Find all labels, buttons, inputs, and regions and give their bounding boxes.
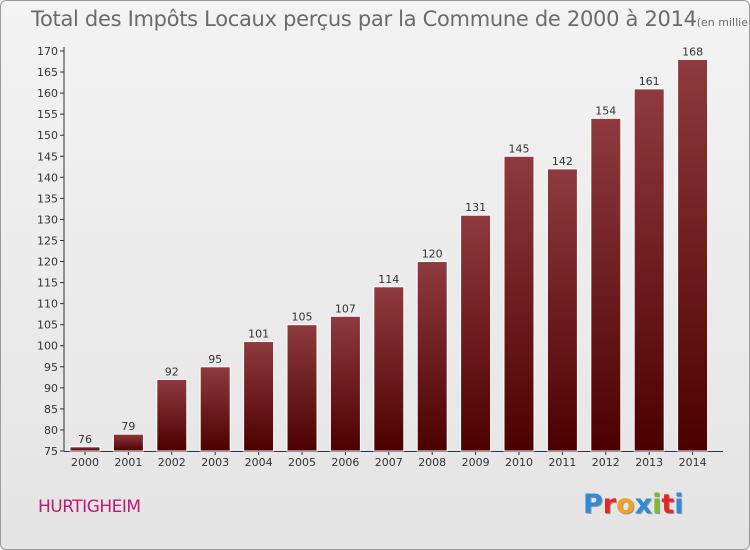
x-tick-label: 2013	[635, 456, 663, 469]
bar-2000	[69, 446, 101, 452]
bar-value-label: 161	[639, 75, 660, 88]
bar-value-label: 154	[595, 104, 616, 117]
x-tick-label: 2004	[245, 456, 273, 469]
bar-2009	[460, 214, 492, 452]
bar-2002	[156, 378, 188, 452]
x-tick-label: 2014	[679, 456, 707, 469]
x-tick-label: 2005	[288, 456, 316, 469]
chart-title: Total des Impôts Locaux perçus par la Co…	[31, 7, 749, 31]
y-tick-label: 120	[37, 256, 58, 269]
x-tick-label: 2003	[201, 456, 229, 469]
y-tick-label: 145	[37, 150, 58, 163]
bar-value-label: 79	[121, 420, 135, 433]
logo-letter: x	[634, 489, 653, 520]
y-tick-label: 100	[37, 340, 58, 353]
bar-value-label: 145	[509, 142, 530, 155]
commune-name: HURTIGHEIM	[38, 497, 141, 517]
logo-letter: o	[616, 489, 635, 520]
y-tick-label: 95	[44, 361, 58, 374]
logo-letter: P	[583, 489, 603, 520]
bar-2008	[416, 261, 448, 452]
y-tick-label: 170	[37, 45, 58, 58]
bar-2014	[677, 58, 709, 452]
y-tick-label: 80	[44, 424, 58, 437]
chart-axes: 75 80 85 90 95 100 105 110 115 120 125 130 135 140 145…	[37, 45, 723, 469]
logo-letter: i	[652, 489, 662, 520]
y-tick-label: 90	[44, 382, 58, 395]
x-tick-label: 2007	[375, 456, 403, 469]
x-tick-label: 2000	[71, 456, 99, 469]
chart-unit: (en milliers d'€)	[696, 16, 749, 29]
x-tick-label: 2001	[114, 456, 142, 469]
bar-value-label: 168	[682, 45, 703, 58]
y-tick-label: 165	[37, 66, 58, 79]
bar-value-label: 142	[552, 155, 573, 168]
y-tick-label: 115	[37, 277, 58, 290]
bar-2010	[503, 155, 535, 452]
bar-2013	[633, 88, 665, 452]
y-tick-label: 160	[37, 87, 58, 100]
x-tick-label: 2012	[592, 456, 620, 469]
y-tick-label: 105	[37, 319, 58, 332]
x-tick-label: 2008	[418, 456, 446, 469]
bar-value-label: 101	[248, 328, 269, 341]
bar-value-label: 105	[292, 311, 313, 324]
bar-value-label: 76	[78, 433, 92, 446]
y-tick-label: 125	[37, 234, 58, 247]
proxiti-logo: Proxiti	[583, 489, 684, 520]
bar-value-label: 95	[208, 353, 222, 366]
y-tick-label: 110	[37, 298, 58, 311]
logo-letter: r	[602, 489, 617, 520]
bar-value-label: 131	[465, 201, 486, 214]
y-tick-label: 85	[44, 403, 58, 416]
bar-2004	[243, 341, 275, 452]
logo-letter: t	[661, 489, 675, 520]
x-tick-label: 2009	[462, 456, 490, 469]
x-tick-label: 2010	[505, 456, 533, 469]
y-tick-label: 150	[37, 129, 58, 142]
y-tick-label: 135	[37, 192, 58, 205]
bar-2005	[286, 324, 318, 452]
chart-title-text: Total des Impôts Locaux perçus par la Co…	[31, 7, 697, 31]
bar-value-label: 92	[165, 365, 179, 378]
logo-letter: i	[674, 489, 684, 520]
bar-2003	[199, 366, 231, 452]
bar-2006	[329, 315, 361, 452]
y-tick-label: 75	[44, 445, 58, 458]
bar-value-label: 107	[335, 302, 356, 315]
bar-value-label: 120	[422, 248, 443, 261]
x-tick-label: 2002	[158, 456, 186, 469]
y-tick-label: 155	[37, 108, 58, 121]
y-tick-label: 140	[37, 171, 58, 184]
bar-chart: 75 80 85 90 95 100 105 110 115 120 125 130 135 140 145…	[37, 45, 723, 469]
y-tick-label: 130	[37, 213, 58, 226]
bar-2011	[546, 168, 578, 452]
chart-bars: 76 79 92 95 101 105 107 114 120 131 145 142 154 161 16…	[69, 45, 709, 452]
bar-2012	[590, 117, 622, 452]
bar-value-label: 114	[378, 273, 399, 286]
bar-2007	[373, 286, 405, 452]
x-tick-label: 2011	[548, 456, 576, 469]
bar-2001	[112, 433, 144, 452]
x-tick-label: 2006	[331, 456, 359, 469]
